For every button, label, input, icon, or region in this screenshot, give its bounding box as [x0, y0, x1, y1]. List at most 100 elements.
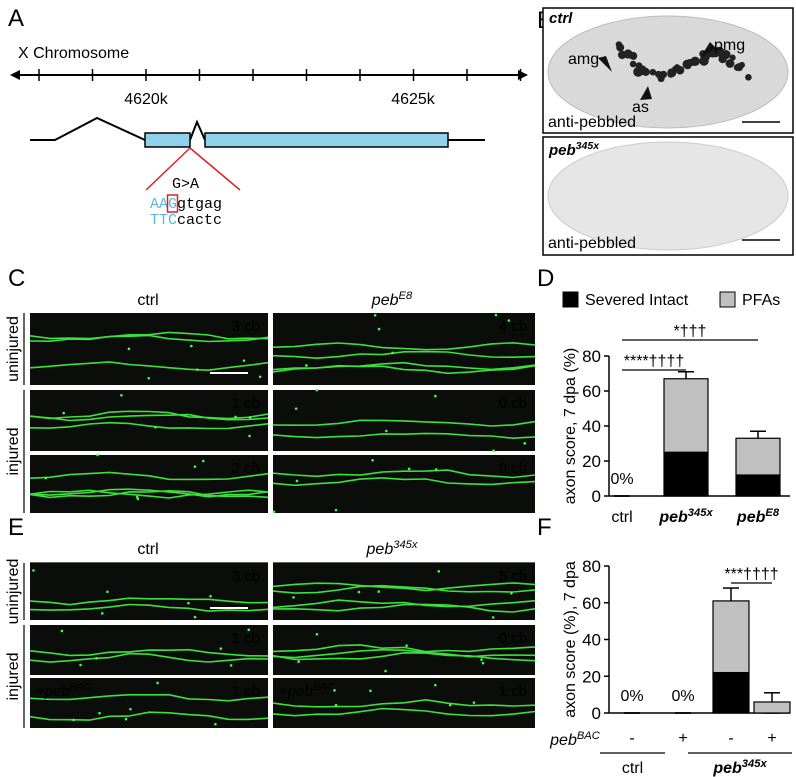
- text-part: 5 cb: [499, 568, 527, 585]
- text-part: PFAs: [742, 292, 780, 309]
- text-part: ctrl: [611, 509, 632, 526]
- y-tick-label: 0: [592, 487, 601, 506]
- stain-spot: [629, 51, 638, 60]
- debris: [234, 415, 237, 419]
- text-part: E: [8, 514, 24, 541]
- superscript: BAC: [577, 730, 601, 742]
- axon: [272, 469, 536, 479]
- count-label: 1 cb: [232, 683, 260, 700]
- debris: [305, 364, 308, 367]
- text-part: 4 cb: [499, 318, 527, 335]
- debris: [294, 407, 298, 410]
- axon: [29, 693, 269, 702]
- debris: [437, 570, 441, 573]
- panel-label: E: [8, 514, 24, 541]
- axon: [272, 584, 536, 594]
- debris: [434, 394, 437, 398]
- text-part: +: [767, 730, 776, 747]
- debris: [258, 375, 262, 379]
- text-part: peb: [658, 509, 688, 526]
- column-header: ctrl: [137, 541, 158, 558]
- axon: [272, 419, 536, 427]
- x-tick-label: -: [728, 730, 733, 747]
- seq-part: gtgag: [177, 196, 222, 213]
- debris: [156, 681, 159, 685]
- axon: [29, 488, 269, 498]
- genotype: ctrl: [549, 10, 573, 27]
- count-label: 3 cb: [232, 318, 260, 335]
- panel-label: A: [8, 5, 24, 32]
- stain-spot: [735, 63, 744, 72]
- y-axis-title: axon score, 7 dpa (%): [562, 348, 579, 505]
- debris: [190, 344, 193, 348]
- panel-label: C: [8, 265, 25, 292]
- debris: [209, 594, 212, 598]
- region-label: amg: [568, 51, 599, 68]
- debris: [315, 633, 319, 636]
- count-label: 0 cb: [499, 630, 527, 647]
- axon: [29, 603, 269, 612]
- count-label: 3 cb: [232, 568, 260, 585]
- column-header: ctrl: [137, 292, 158, 309]
- text-part: C: [8, 265, 25, 292]
- axis-label: 4625k: [391, 91, 436, 108]
- y-tick-label: 20: [582, 667, 601, 686]
- text-part: 0%: [620, 688, 643, 705]
- text-part: injured: [5, 427, 22, 475]
- significance-label: *†††: [674, 323, 707, 340]
- genotype: peb345x: [548, 140, 600, 159]
- error-bar: [723, 587, 739, 601]
- debris: [124, 717, 128, 721]
- stain-spot: [721, 49, 731, 60]
- text-part: axon score, 7 dpa (%): [562, 348, 579, 505]
- bar: [735, 437, 781, 476]
- axon: [29, 421, 269, 430]
- text-part: anti-pebbled: [548, 235, 636, 252]
- arrow: [10, 70, 20, 80]
- text-part: axon score (%), 7 dpa: [562, 561, 579, 718]
- row-label: pebBAC: [549, 730, 601, 749]
- debris: [201, 459, 205, 463]
- zoom-lines: [145, 147, 241, 191]
- text-part: ctrl: [137, 292, 158, 309]
- axon: [272, 698, 536, 708]
- count-label: 1 cb: [499, 683, 527, 700]
- text-part: D: [537, 265, 554, 292]
- debris: [357, 590, 361, 594]
- debris: [98, 711, 101, 715]
- debris: [195, 368, 199, 371]
- debris: [219, 647, 223, 650]
- debris: [193, 615, 197, 619]
- text-part: 0 cb: [499, 460, 527, 477]
- panel-label: D: [537, 265, 554, 292]
- y-tick-label: 20: [582, 452, 601, 471]
- error-bar: [678, 371, 694, 379]
- text-part: Severed Intact: [585, 292, 689, 309]
- axon: [272, 599, 536, 609]
- debris: [62, 411, 65, 415]
- y-tick-label: 0: [592, 704, 601, 723]
- axon: [272, 644, 536, 653]
- y-tick-label: 60: [582, 382, 601, 401]
- axon: [29, 413, 269, 422]
- axon: [29, 361, 269, 372]
- text-part: X Chromosome: [18, 45, 129, 62]
- debris: [147, 376, 151, 380]
- text-part: -: [728, 730, 733, 747]
- debris: [72, 718, 75, 722]
- x-tick-label: +: [767, 730, 776, 747]
- stain-label: anti-pebbled: [548, 235, 636, 252]
- bar: [712, 671, 750, 714]
- debris: [127, 347, 131, 351]
- debris: [120, 394, 123, 397]
- text-part: 0%: [610, 471, 633, 488]
- debris: [297, 660, 300, 663]
- y-tick-label: 60: [582, 594, 601, 613]
- text-part: +peb: [279, 683, 313, 700]
- text-part: peb: [549, 732, 577, 749]
- axon: [272, 350, 536, 360]
- text-part: injured: [5, 652, 22, 700]
- axon: [29, 597, 269, 606]
- axon: [29, 648, 269, 657]
